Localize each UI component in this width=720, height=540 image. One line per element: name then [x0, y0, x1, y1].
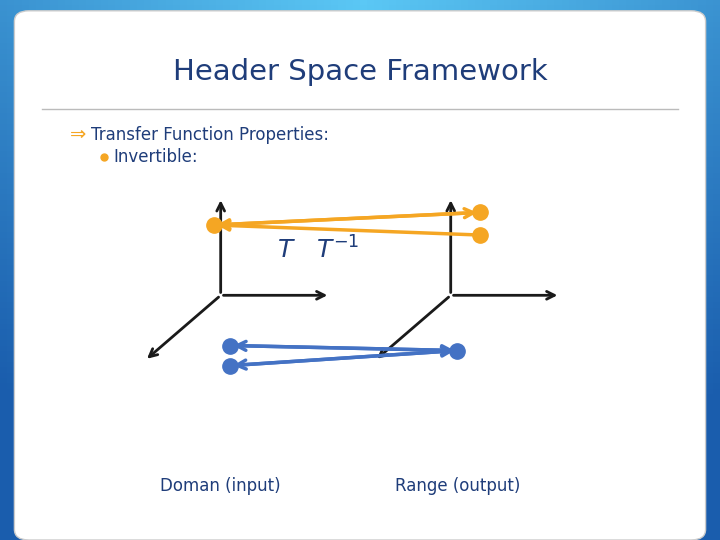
Text: Invertible:: Invertible:: [114, 148, 199, 166]
Text: Transfer Function Properties:: Transfer Function Properties:: [91, 126, 329, 144]
Text: Doman (input): Doman (input): [161, 477, 281, 495]
Text: $T$   $T^{-1}$: $T$ $T^{-1}$: [276, 237, 359, 264]
Text: ⇒: ⇒: [70, 125, 86, 144]
Text: Range (output): Range (output): [395, 477, 520, 495]
Text: Header Space Framework: Header Space Framework: [173, 58, 547, 86]
